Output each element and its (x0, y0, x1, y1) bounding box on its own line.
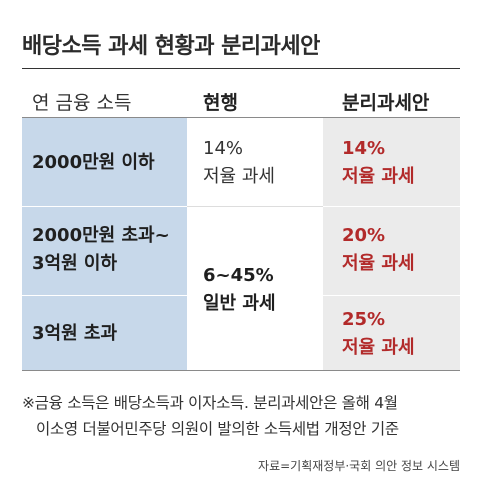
row2-proposal-cell (323, 207, 460, 295)
row1-current-cell (187, 118, 323, 206)
row1-label: 2000만원 이하 (32, 152, 155, 173)
row-divider (22, 295, 187, 296)
row1-category-cell (22, 118, 187, 206)
row2-label-line1: 2000만원 초과~ (32, 225, 170, 246)
row-divider (22, 206, 187, 207)
header-proposal: 분리과세안 (342, 92, 430, 114)
table-bottom-border (22, 370, 460, 371)
row2-proposal-rate: 20% (342, 225, 386, 246)
footnote-line2: 이소영 더불어민주당 의원이 발의한 소득세법 개정안 기준 (36, 420, 399, 438)
row2-label-line2: 3억원 이하 (32, 253, 118, 274)
row1-proposal-type: 저율 과세 (342, 166, 415, 187)
row-divider (187, 206, 323, 207)
row2-category-cell (22, 207, 187, 295)
current-low-type: 저율 과세 (203, 166, 275, 187)
title-rule (22, 68, 460, 69)
current-high-type: 일반 과세 (203, 293, 276, 314)
row3-label: 3억원 초과 (32, 323, 118, 344)
source-credit: 자료=기획재정부·국회 의안 정보 시스템 (258, 459, 460, 473)
row-divider (323, 206, 460, 207)
current-low-rate: 14% (203, 138, 244, 159)
row1-proposal-rate: 14% (342, 138, 386, 159)
row1-proposal-cell (323, 118, 460, 206)
header-current: 현행 (203, 92, 238, 114)
footnote-line1: ※금융 소득은 배당소득과 이자소득. 분리과세안은 올해 4월 (22, 394, 398, 412)
row3-category-cell (22, 296, 187, 370)
rows23-current-cell (187, 207, 323, 370)
current-high-rate: 6~45% (203, 265, 274, 286)
row3-proposal-rate: 25% (342, 309, 386, 330)
row3-proposal-cell (323, 296, 460, 370)
row-divider (323, 295, 460, 296)
table-top-border (22, 117, 460, 118)
row2-proposal-type: 저율 과세 (342, 253, 415, 274)
header-category: 연 금융 소득 (32, 92, 132, 114)
row3-proposal-type: 저율 과세 (342, 337, 415, 358)
chart-title: 배당소득 과세 현황과 분리과세안 (22, 34, 320, 59)
